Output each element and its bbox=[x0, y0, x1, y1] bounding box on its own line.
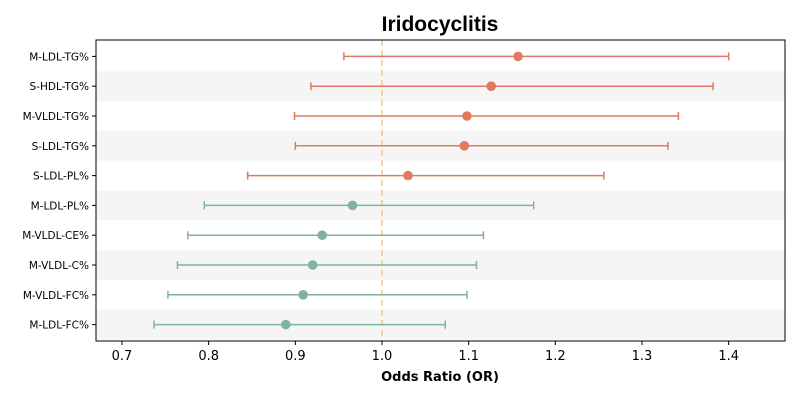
x-tick-label: 1.1 bbox=[458, 349, 479, 364]
x-axis-ticks: 0.7 0.8 0.9 1.0 1.1 1.2 1.3 1.4 bbox=[112, 341, 739, 364]
or-point bbox=[459, 140, 470, 151]
x-axis-label: Odds Ratio (OR) bbox=[381, 370, 499, 385]
y-tick-label: M-VLDL-TG% bbox=[23, 111, 89, 123]
x-tick-label: 1.0 bbox=[372, 349, 393, 364]
or-point bbox=[486, 81, 497, 91]
or-point bbox=[298, 290, 308, 300]
x-tick-label: 0.9 bbox=[285, 349, 306, 364]
x-tick-label: 0.8 bbox=[198, 349, 219, 364]
y-tick-label: M-LDL-PL% bbox=[31, 200, 89, 212]
y-tick-label: S-HDL-TG% bbox=[30, 81, 89, 93]
y-tick-label: M-VLDL-C% bbox=[29, 260, 89, 272]
y-tick-label: M-VLDL-CE% bbox=[22, 230, 89, 242]
or-point bbox=[317, 230, 328, 241]
x-tick-label: 1.3 bbox=[632, 349, 653, 364]
chart-title: Iridocyclitis bbox=[382, 13, 499, 36]
plot-frame bbox=[95, 39, 786, 342]
data-marks bbox=[153, 51, 730, 330]
x-tick-label: 0.7 bbox=[112, 349, 133, 364]
y-tick-label: M-LDL-FC% bbox=[29, 320, 89, 332]
y-axis-ticks: M-LDL-TG% S-HDL-TG% M-VLDL-TG% S-LDL-TG% S-L… bbox=[22, 51, 96, 332]
y-tick-label: S-LDL-TG% bbox=[32, 141, 89, 153]
or-point bbox=[513, 51, 523, 62]
y-tick-label: M-VLDL-FC% bbox=[23, 290, 89, 302]
y-tick-label: S-LDL-PL% bbox=[33, 171, 89, 183]
or-point bbox=[347, 200, 358, 211]
or-point bbox=[307, 260, 318, 270]
y-tick-label: M-LDL-TG% bbox=[29, 51, 89, 63]
or-point bbox=[403, 170, 413, 181]
or-point bbox=[281, 319, 291, 330]
x-tick-label: 1.4 bbox=[718, 349, 739, 364]
x-tick-label: 1.2 bbox=[545, 349, 566, 364]
or-point bbox=[462, 111, 472, 121]
